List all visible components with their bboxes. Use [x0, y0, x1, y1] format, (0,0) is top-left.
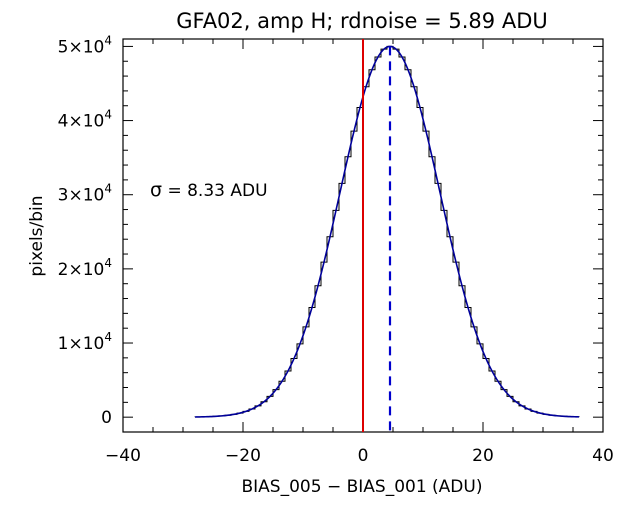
y-tick-label: 4×104 — [58, 108, 112, 132]
y-tick-label: 1×104 — [58, 330, 112, 354]
chart-title: GFA02, amp H; rdnoise = 5.89 ADU — [176, 9, 547, 33]
y-tick-labels: 0 1×104 2×104 3×104 4×104 5×104 — [58, 33, 112, 428]
y-tick-label: 0 — [101, 408, 112, 428]
x-tick-label: −20 — [225, 446, 261, 466]
y-tick-label: 2×104 — [58, 256, 112, 280]
x-tick-label: 20 — [472, 446, 494, 466]
y-axis-label: pixels/bin — [27, 195, 47, 276]
y-tick-label: 3×104 — [58, 182, 112, 206]
x-tick-labels: −40 −20 0 20 40 — [105, 446, 614, 466]
y-tick-label: 5×104 — [58, 33, 112, 57]
gaussian-fit-curve — [194, 45, 580, 418]
axis-ticks — [122, 39, 604, 432]
x-axis-label: BIAS_005 − BIAS_001 (ADU) — [242, 477, 483, 497]
x-tick-label: 40 — [592, 446, 614, 466]
histogram-steps — [194, 45, 580, 418]
sigma-annotation: σ = 8.33 ADU — [150, 179, 268, 201]
x-tick-label: 0 — [358, 446, 369, 466]
x-tick-label: −40 — [105, 446, 141, 466]
